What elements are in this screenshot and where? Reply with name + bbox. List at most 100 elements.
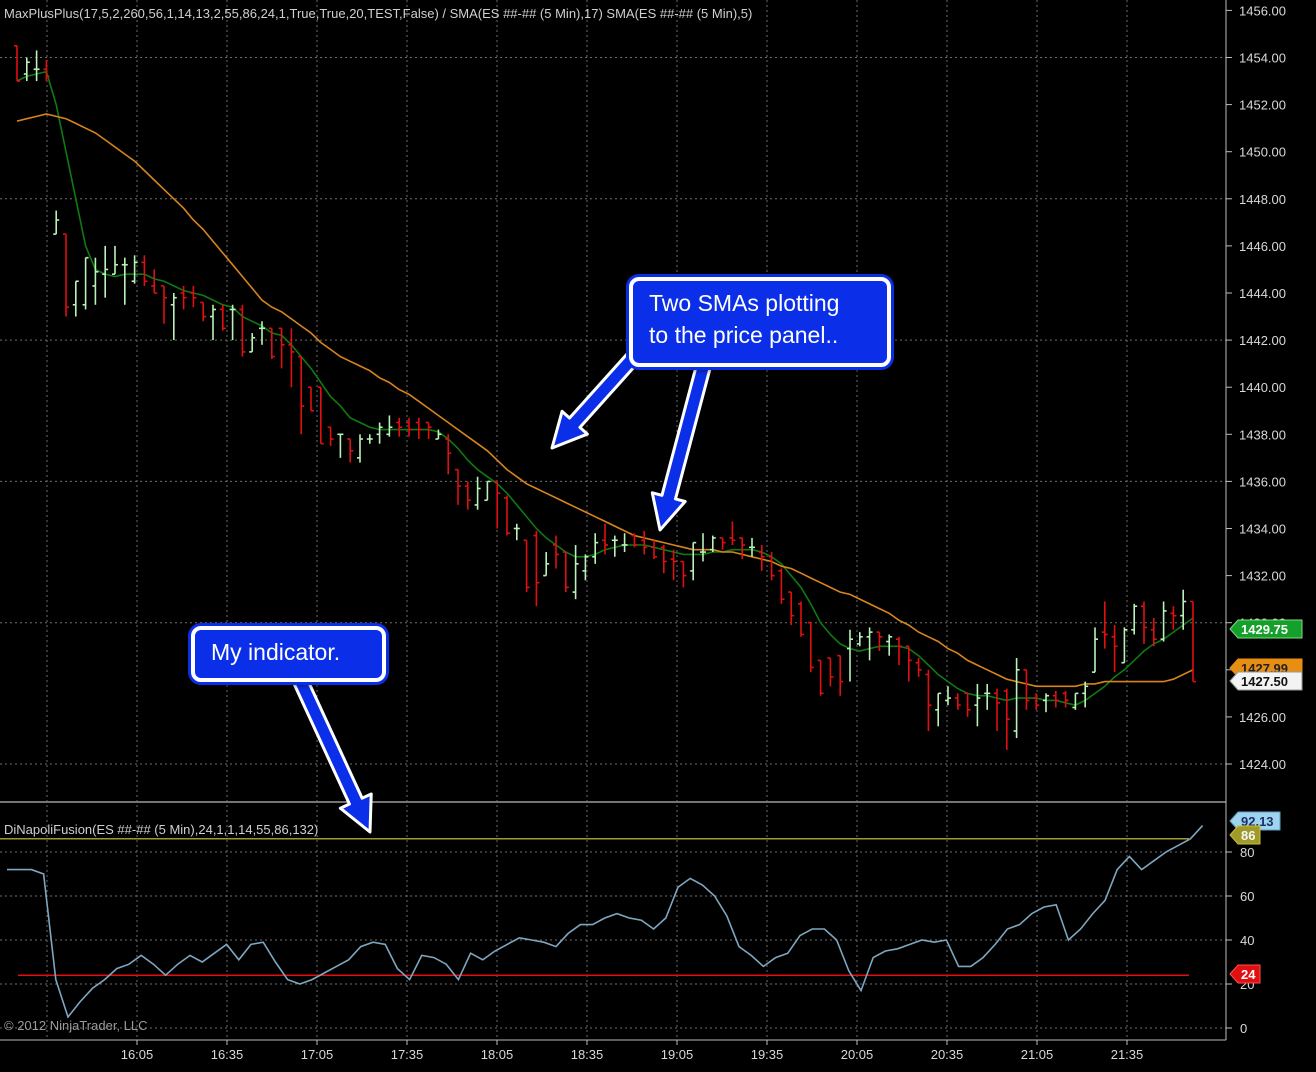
ohlc-bar	[866, 627, 873, 661]
price-tick-label: 1442.00	[1239, 333, 1286, 348]
sma-arrow-right	[650, 360, 713, 532]
time-tick-label: 20:35	[931, 1047, 964, 1062]
grid	[0, 0, 1226, 1040]
ohlc-bar	[1062, 690, 1069, 708]
ohlc-bar	[562, 551, 569, 593]
ohlc-bar	[700, 533, 706, 562]
ohlc-bar	[807, 621, 814, 673]
ohlc-bar	[1141, 601, 1147, 644]
ohlc-bar	[847, 629, 853, 682]
indicator-levels	[0, 838, 1189, 976]
ohlc-bar	[43, 59, 50, 82]
ohlc-bar	[1150, 617, 1157, 647]
ohlc-bar	[259, 321, 265, 345]
ohlc-bar	[533, 530, 540, 607]
ohlc-bar	[239, 304, 246, 357]
ohlc-bar	[1092, 627, 1098, 673]
price-tick-label: 1436.00	[1239, 474, 1286, 489]
price-tag-last: 1427.50	[1229, 671, 1303, 691]
time-tick-label: 21:05	[1021, 1047, 1054, 1062]
ohlc-bar	[925, 669, 932, 732]
sma-slow-line	[16, 113, 1194, 688]
ohlc-bar	[837, 654, 844, 696]
sma-arrow-left	[550, 343, 647, 450]
ohlc-bar	[690, 541, 697, 581]
ohlc-bar	[200, 301, 207, 322]
price-tick-label: 1456.00	[1239, 3, 1286, 18]
indicator-callout: My indicator.	[191, 626, 386, 682]
ohlc-bar	[141, 255, 148, 286]
ohlc-bar	[14, 44, 20, 82]
ohlc-bar	[504, 495, 510, 536]
time-tick-label: 16:35	[211, 1047, 244, 1062]
ohlc-bar	[357, 434, 363, 463]
ohlc-bar	[425, 421, 432, 440]
price-tick-label: 1432.00	[1239, 569, 1286, 584]
ohlc-bar	[660, 544, 667, 574]
ohlc-bar	[954, 693, 961, 710]
ohlc-bar	[582, 554, 589, 581]
ohlc-bar	[1160, 601, 1167, 642]
ohlc-bar	[102, 245, 109, 298]
ohlc-bar	[82, 256, 89, 310]
ohlc-bar	[1111, 625, 1118, 673]
ohlc-bar	[396, 417, 403, 437]
indicator-tick-label: 80	[1240, 845, 1254, 860]
ohlc-bar	[719, 537, 726, 550]
ohlc-bar	[288, 328, 295, 388]
ohlc-bar	[827, 657, 834, 687]
price-tick-label: 1446.00	[1239, 239, 1286, 254]
ohlc-bar	[327, 426, 334, 447]
time-tick-label: 18:05	[481, 1047, 514, 1062]
ohlc-bar	[298, 355, 305, 435]
indicator-callout-text: My indicator.	[211, 639, 341, 665]
indicator-tick-label: 0	[1240, 1021, 1247, 1036]
ohlc-bar	[592, 533, 599, 564]
ohlc-bar	[778, 568, 785, 604]
ohlc-bar	[1101, 601, 1108, 649]
ohlc-bar	[651, 540, 657, 560]
ohlc-bar	[817, 659, 824, 696]
time-tick-label: 18:35	[571, 1047, 604, 1062]
indicator-tag-upper-label: 86	[1241, 828, 1255, 843]
ohlc-bar	[278, 327, 285, 369]
ohlc-bar	[758, 544, 765, 571]
ohlc-bar	[631, 533, 638, 548]
ohlc-bar	[1170, 606, 1177, 630]
sma-arrow-right-shape	[650, 360, 713, 532]
ohlc-bar	[1043, 693, 1049, 713]
ohlc-bar	[161, 285, 167, 324]
ohlc-bar	[33, 50, 40, 82]
price-bars	[14, 44, 1196, 750]
ohlc-bar	[484, 480, 491, 502]
ohlc-bar	[435, 429, 442, 440]
time-tick-label: 16:05	[121, 1047, 154, 1062]
indicator-tag-value-label: 92.13	[1241, 814, 1274, 829]
time-tick-label: 17:35	[391, 1047, 424, 1062]
price-tick-label: 1454.00	[1239, 51, 1286, 66]
price-tag-sma-fast-shape	[1229, 619, 1303, 639]
ohlc-bar	[445, 434, 452, 475]
ohlc-bar	[406, 417, 412, 437]
ohlc-bar	[386, 415, 393, 437]
ohlc-bar	[366, 434, 373, 444]
ohlc-bar	[553, 535, 559, 569]
ohlc-bar	[621, 533, 628, 553]
price-tick-label: 1426.00	[1239, 710, 1286, 725]
indicator-arrow	[292, 675, 373, 834]
ohlc-bar	[896, 636, 902, 666]
copyright-text: © 2012 NinjaTrader, LLC	[4, 1018, 148, 1033]
indicator-tag-lower-shape	[1229, 964, 1261, 984]
ohlc-bar	[641, 530, 648, 555]
sma-arrow-left-shape	[550, 343, 647, 450]
ohlc-bar	[1180, 589, 1187, 630]
price-tick-label: 1424.00	[1239, 757, 1286, 772]
ohlc-bar	[798, 601, 804, 637]
ohlc-bar	[680, 560, 687, 588]
ohlc-bar	[376, 422, 383, 444]
indicator-tag-lower-label: 24	[1241, 967, 1256, 982]
ohlc-bar	[768, 552, 775, 581]
time-tick-label: 19:05	[661, 1047, 694, 1062]
